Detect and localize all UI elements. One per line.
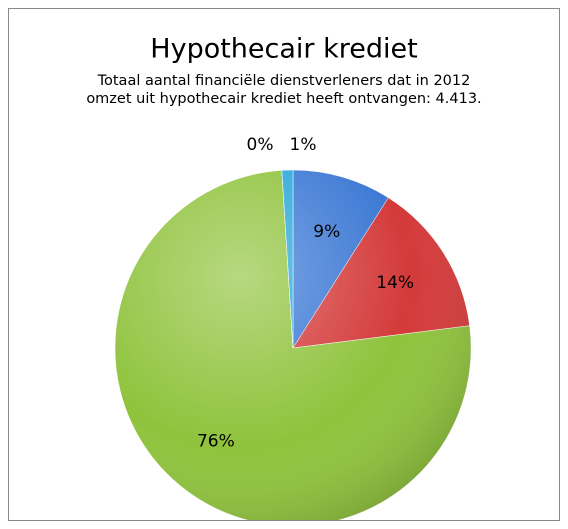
data-label: 14% (376, 273, 414, 293)
chart-title: Hypothecair krediet (150, 34, 417, 65)
data-label: 0% (247, 135, 274, 155)
data-label: 9% (313, 222, 340, 242)
pie (114, 169, 472, 520)
data-label: 76% (197, 431, 235, 451)
data-label: 1% (290, 135, 317, 155)
chart-subtitle: Totaal aantal financiële dienstverleners… (97, 73, 471, 89)
chart-subtitle: omzet uit hypothecair krediet heeft ontv… (86, 91, 481, 107)
